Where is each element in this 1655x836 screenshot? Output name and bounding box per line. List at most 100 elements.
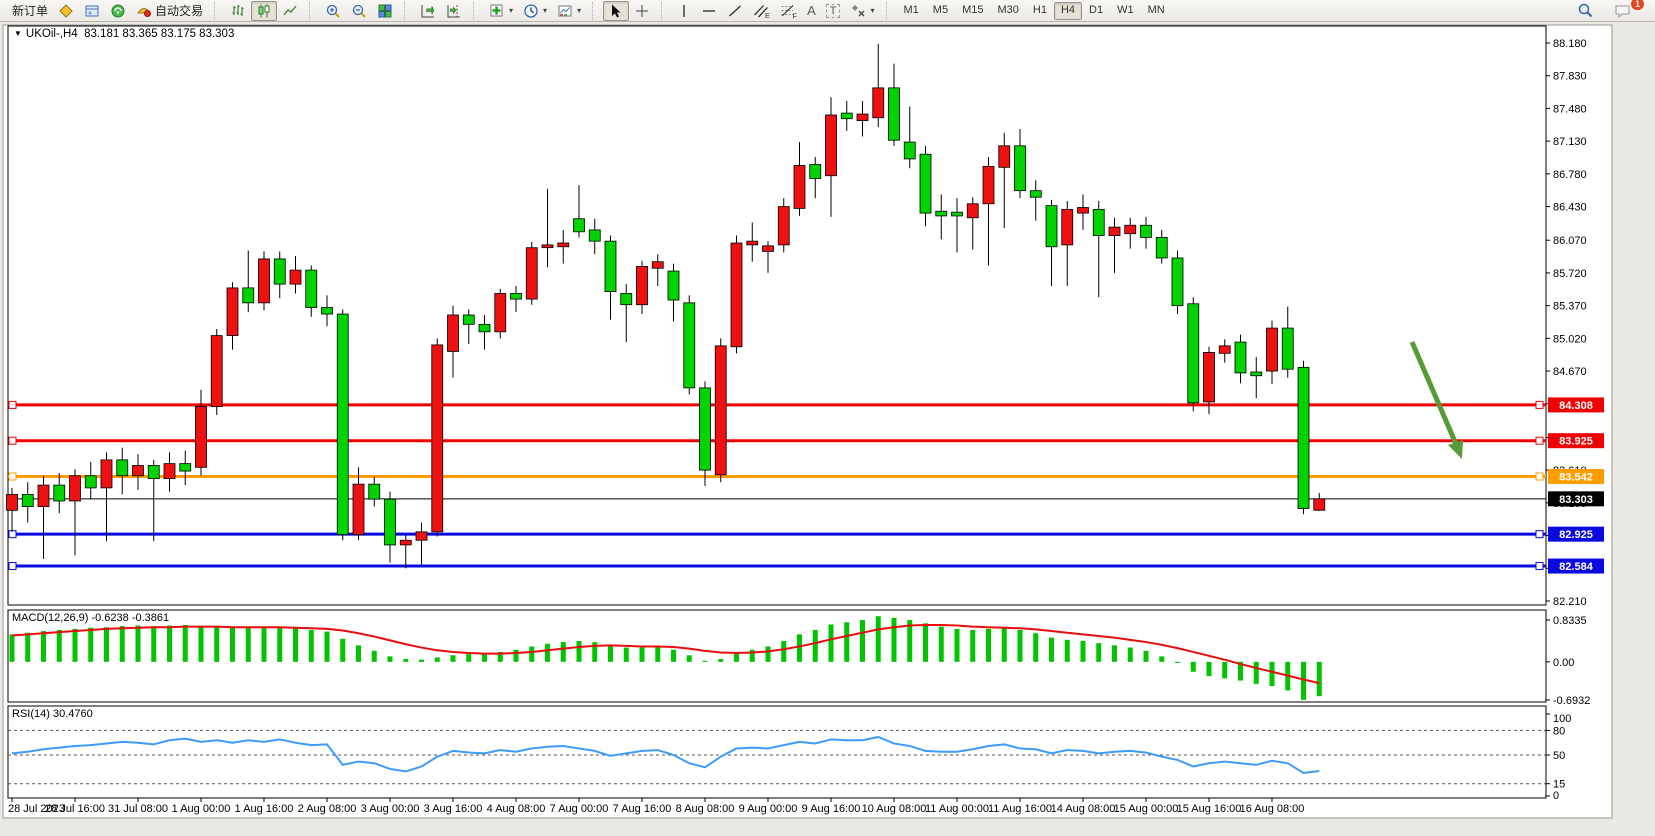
candle-down (1297, 366, 1310, 509)
price-levels[interactable]: 84.308 83.925 83.542 83.303 82.925 82.584 (8, 397, 1604, 574)
candles[interactable] (6, 43, 1326, 569)
candlestick-chart-button[interactable] (251, 0, 278, 21)
rsi-axis-label: 50 (1553, 750, 1565, 762)
candle-down (1045, 205, 1058, 248)
macd-histogram-bar (214, 626, 220, 662)
timeframe-button-h1[interactable]: H1 (1032, 3, 1047, 16)
candle-up (6, 494, 18, 511)
level-price-badge (1548, 491, 1604, 507)
fibonacci-tool-button[interactable]: F (775, 1, 802, 21)
candle-down (935, 210, 948, 217)
bar-chart-button[interactable] (225, 1, 251, 21)
chevron-down-icon[interactable]: ▾ (509, 6, 514, 15)
new-order-button[interactable]: 新订单 (7, 1, 53, 21)
trend-arrow-annotation[interactable] (1409, 341, 1463, 459)
timeframe-button-d1[interactable]: D1 (1089, 3, 1104, 16)
templates-button[interactable]: ▾ (552, 1, 586, 21)
text-tool-button[interactable]: A (802, 1, 821, 21)
toolbar-separator (309, 1, 314, 20)
text-label-tool-button[interactable]: T (821, 1, 846, 21)
macd-histogram-bar (371, 650, 377, 662)
chart-shift-button[interactable] (441, 1, 467, 21)
macd-histogram-bar (749, 649, 755, 662)
trendline-tool-button[interactable] (722, 1, 748, 21)
add-indicator-button[interactable]: ▾ (484, 1, 518, 21)
macd-histogram-bar (781, 640, 787, 662)
macd-histogram-bar (1159, 656, 1165, 662)
candle-up (1124, 224, 1137, 235)
timeframe-button-m5[interactable]: M5 (932, 3, 949, 16)
timeframe-group: M1 M5 M15 M30 H1 H4 D1 W1 MN (894, 0, 1175, 22)
macd-histogram-bar (954, 628, 960, 662)
line-chart-button[interactable] (277, 1, 303, 21)
timeframe-button-h4[interactable]: H4 (1053, 1, 1082, 20)
search-button[interactable] (1572, 1, 1599, 21)
fibonacci-icon: F (780, 3, 797, 19)
candle-down (683, 302, 696, 389)
candle-up (636, 265, 648, 306)
time-tick-label: 1 Aug 00:00 (172, 803, 231, 815)
navigator-button[interactable] (105, 1, 131, 21)
auto-scroll-icon (420, 3, 436, 19)
macd-histogram-bar (340, 638, 346, 662)
zoom-in-button[interactable] (320, 1, 346, 21)
market-watch-button[interactable] (53, 1, 79, 21)
timeframe-button-m1[interactable]: M1 (903, 3, 919, 16)
tile-windows-button[interactable] (372, 1, 398, 21)
macd-histogram-bar (324, 631, 330, 662)
vertical-line-tool-button[interactable] (672, 1, 696, 21)
macd-histogram-bar (434, 657, 440, 662)
notification-badge: 1 (1630, 0, 1644, 10)
horizontal-line-tool-button[interactable] (696, 1, 722, 21)
channel-sub-label: E (765, 13, 770, 19)
timeframe-button-mn[interactable]: MN (1147, 3, 1165, 16)
chevron-down-icon[interactable]: ▾ (543, 6, 548, 15)
auto-trading-button[interactable]: 自动交易 (131, 1, 208, 21)
candle-down (1171, 257, 1184, 307)
time-tick-label: 10 Aug 08:00 (862, 803, 927, 815)
macd-histogram-bar (1175, 661, 1180, 663)
rsi-axis-label: 100 (1553, 713, 1571, 725)
candle-down (1155, 237, 1168, 259)
macd-pane[interactable]: 0.8335 0.00 -0.6932 (9, 615, 1591, 707)
periods-button[interactable]: ▾ (518, 1, 552, 21)
candle-up (431, 344, 444, 533)
macd-histogram-bar (1017, 629, 1023, 662)
timeframe-button-m30[interactable]: M30 (997, 3, 1019, 16)
candle-down (699, 387, 711, 471)
level-handle (8, 436, 17, 445)
auto-scroll-button[interactable] (415, 1, 441, 21)
time-tick-label: 4 Aug 08:00 (487, 803, 546, 815)
candle-up (557, 242, 570, 248)
candle-up (541, 244, 554, 249)
macd-axis-label: -0.6932 (1553, 695, 1590, 707)
chevron-down-icon[interactable]: ▾ (577, 6, 582, 15)
crosshair-tool-button[interactable] (629, 1, 655, 21)
macd-histogram-bar (860, 620, 865, 662)
candle-up (825, 114, 837, 177)
notifications-button[interactable]: 1 (1609, 0, 1644, 21)
macd-histogram-bar (812, 629, 818, 662)
candle-down (147, 465, 160, 479)
level-handle (1535, 472, 1544, 481)
arrows-tool-button[interactable]: ▾ (845, 1, 879, 21)
chart-dropdown-icon[interactable]: ▼ (14, 29, 22, 38)
horizontal-line-icon (701, 3, 717, 19)
price-tick-label: 85.720 (1553, 268, 1587, 280)
level-price-badge (1548, 558, 1604, 574)
time-tick-label: 15 Aug 16:00 (1177, 803, 1242, 815)
equidistant-channel-tool-button[interactable]: E (748, 1, 775, 21)
timeframe-button-m15[interactable]: M15 (962, 3, 984, 16)
chevron-down-icon[interactable]: ▾ (870, 6, 875, 15)
timeframe-button-w1[interactable]: W1 (1117, 3, 1134, 16)
macd-histogram-bar (907, 620, 913, 662)
data-window-button[interactable] (79, 1, 105, 21)
level-handle (1535, 562, 1544, 571)
macd-signal-line (11, 623, 1320, 685)
zoom-out-button[interactable] (346, 1, 372, 21)
cursor-tool-button[interactable] (603, 0, 630, 21)
